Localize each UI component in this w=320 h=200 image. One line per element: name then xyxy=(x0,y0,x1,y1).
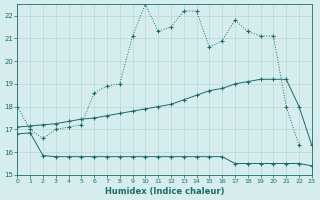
X-axis label: Humidex (Indice chaleur): Humidex (Indice chaleur) xyxy=(105,187,224,196)
